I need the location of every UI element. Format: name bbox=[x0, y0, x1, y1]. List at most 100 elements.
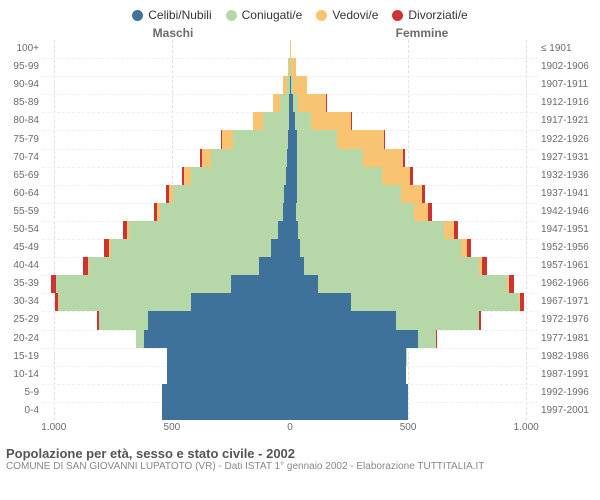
legend-label: Celibi/Nubili bbox=[148, 8, 211, 22]
segment bbox=[482, 257, 487, 275]
age-tick: 70-74 bbox=[6, 149, 39, 167]
segment bbox=[231, 275, 290, 293]
female-bar bbox=[290, 112, 538, 130]
segment bbox=[351, 112, 352, 130]
age-tick: 5-9 bbox=[6, 384, 39, 402]
birth-tick: 1992-1996 bbox=[541, 384, 594, 402]
female-bar bbox=[290, 94, 538, 112]
male-bar bbox=[42, 275, 290, 293]
segment bbox=[297, 167, 382, 185]
birth-tick: 1947-1951 bbox=[541, 221, 594, 239]
female-bar bbox=[290, 366, 538, 384]
pyramid-row bbox=[42, 40, 538, 58]
male-bar bbox=[42, 40, 290, 58]
segment bbox=[290, 330, 418, 348]
birth-tick: 1982-1986 bbox=[541, 348, 594, 366]
pyramid-row bbox=[42, 112, 538, 130]
birth-tick: 1952-1956 bbox=[541, 239, 594, 257]
pyramid-row bbox=[42, 185, 538, 203]
birth-tick: 1932-1936 bbox=[541, 167, 594, 185]
segment bbox=[160, 203, 283, 221]
age-tick: 15-19 bbox=[6, 348, 39, 366]
age-tick: 25-29 bbox=[6, 311, 39, 329]
segment bbox=[173, 185, 284, 203]
age-tick: 75-79 bbox=[6, 130, 39, 148]
segment bbox=[403, 149, 405, 167]
segment bbox=[290, 384, 408, 402]
segment bbox=[59, 293, 191, 311]
birth-tick: 1922-1926 bbox=[541, 130, 594, 148]
segment bbox=[191, 293, 290, 311]
male-bar bbox=[42, 311, 290, 329]
segment bbox=[520, 293, 524, 311]
legend-label: Coniugati/e bbox=[242, 8, 303, 22]
segment bbox=[253, 112, 262, 130]
segment bbox=[290, 239, 300, 257]
segment bbox=[290, 167, 297, 185]
segment bbox=[222, 130, 234, 148]
segment bbox=[363, 149, 403, 167]
segment bbox=[290, 348, 406, 366]
segment bbox=[290, 293, 351, 311]
male-bar bbox=[42, 203, 290, 221]
female-bar bbox=[290, 40, 538, 58]
male-bar bbox=[42, 239, 290, 257]
birth-tick: 1987-1991 bbox=[541, 366, 594, 384]
side-labels: Maschi Femmine bbox=[6, 26, 594, 40]
legend-item: Vedovi/e bbox=[316, 8, 378, 22]
segment bbox=[290, 130, 297, 148]
segment bbox=[297, 185, 401, 203]
segment bbox=[290, 402, 408, 420]
male-bar bbox=[42, 384, 290, 402]
segment bbox=[351, 293, 519, 311]
pyramid-row bbox=[42, 130, 538, 148]
x-tick: 500 bbox=[164, 422, 181, 433]
segment bbox=[290, 185, 297, 203]
pyramid-row bbox=[42, 257, 538, 275]
age-tick: 85-89 bbox=[6, 94, 39, 112]
segment bbox=[290, 257, 304, 275]
segment bbox=[56, 275, 231, 293]
segment bbox=[444, 221, 453, 239]
age-tick: 65-69 bbox=[6, 167, 39, 185]
legend-swatch bbox=[226, 10, 237, 21]
segment bbox=[283, 203, 290, 221]
segment bbox=[293, 76, 307, 94]
segment bbox=[263, 112, 289, 130]
female-bar bbox=[290, 149, 538, 167]
age-tick: 60-64 bbox=[6, 185, 39, 203]
chart-footer: Popolazione per età, sesso e stato civil… bbox=[0, 440, 600, 476]
age-tick: 20-24 bbox=[6, 330, 39, 348]
female-bar bbox=[290, 167, 538, 185]
pyramid-row bbox=[42, 402, 538, 420]
segment bbox=[414, 203, 428, 221]
pyramid-row bbox=[42, 293, 538, 311]
segment bbox=[396, 311, 479, 329]
female-bar bbox=[290, 402, 538, 420]
x-ticks: 1.00050005001.000 bbox=[42, 422, 538, 436]
birth-tick: 1972-1976 bbox=[541, 311, 594, 329]
segment bbox=[167, 366, 290, 384]
age-tick: 0-4 bbox=[6, 402, 39, 420]
legend-item: Divorziati/e bbox=[392, 8, 467, 22]
population-pyramid-chart: Celibi/Nubili Coniugati/e Vedovi/e Divorzia… bbox=[0, 0, 600, 440]
female-bar bbox=[290, 76, 538, 94]
male-bar bbox=[42, 185, 290, 203]
segment bbox=[298, 221, 444, 239]
pyramid-row bbox=[42, 58, 538, 76]
birth-tick: 1917-1921 bbox=[541, 112, 594, 130]
segment bbox=[479, 311, 481, 329]
female-bar bbox=[290, 311, 538, 329]
birth-tick: 1997-2001 bbox=[541, 402, 594, 420]
segment bbox=[129, 221, 278, 239]
birth-tick: 1962-1966 bbox=[541, 275, 594, 293]
male-bar bbox=[42, 221, 290, 239]
male-bar bbox=[42, 76, 290, 94]
legend-label: Divorziati/e bbox=[408, 8, 467, 22]
male-bar bbox=[42, 58, 290, 76]
segment bbox=[295, 112, 312, 130]
male-label: Maschi bbox=[6, 26, 300, 40]
female-bar bbox=[290, 384, 538, 402]
x-tick: 0 bbox=[287, 422, 293, 433]
segment bbox=[311, 112, 351, 130]
